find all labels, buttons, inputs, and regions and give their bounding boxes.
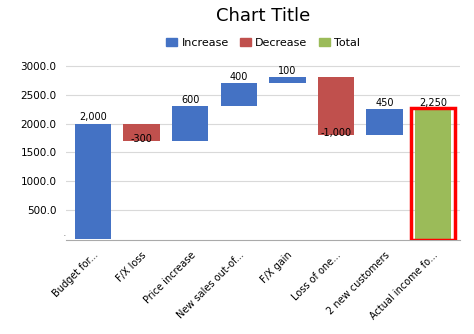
Text: 400: 400: [229, 72, 248, 82]
Bar: [415, 109, 451, 239]
Text: 2,000: 2,000: [79, 112, 107, 122]
Bar: [366, 109, 403, 135]
Legend: Increase, Decrease, Total: Increase, Decrease, Total: [162, 33, 365, 52]
Bar: [269, 77, 306, 83]
Bar: [172, 106, 209, 141]
Bar: [75, 124, 111, 239]
Text: -1,000: -1,000: [320, 128, 352, 138]
Title: Chart Title: Chart Title: [216, 7, 310, 25]
Bar: [318, 77, 354, 135]
Text: 600: 600: [181, 95, 200, 105]
Text: 100: 100: [278, 66, 297, 76]
Text: 2,250: 2,250: [419, 98, 447, 108]
Bar: [123, 124, 160, 141]
Bar: [220, 83, 257, 106]
Text: .: .: [63, 228, 66, 238]
Text: -300: -300: [131, 134, 153, 144]
Text: 450: 450: [375, 98, 394, 108]
